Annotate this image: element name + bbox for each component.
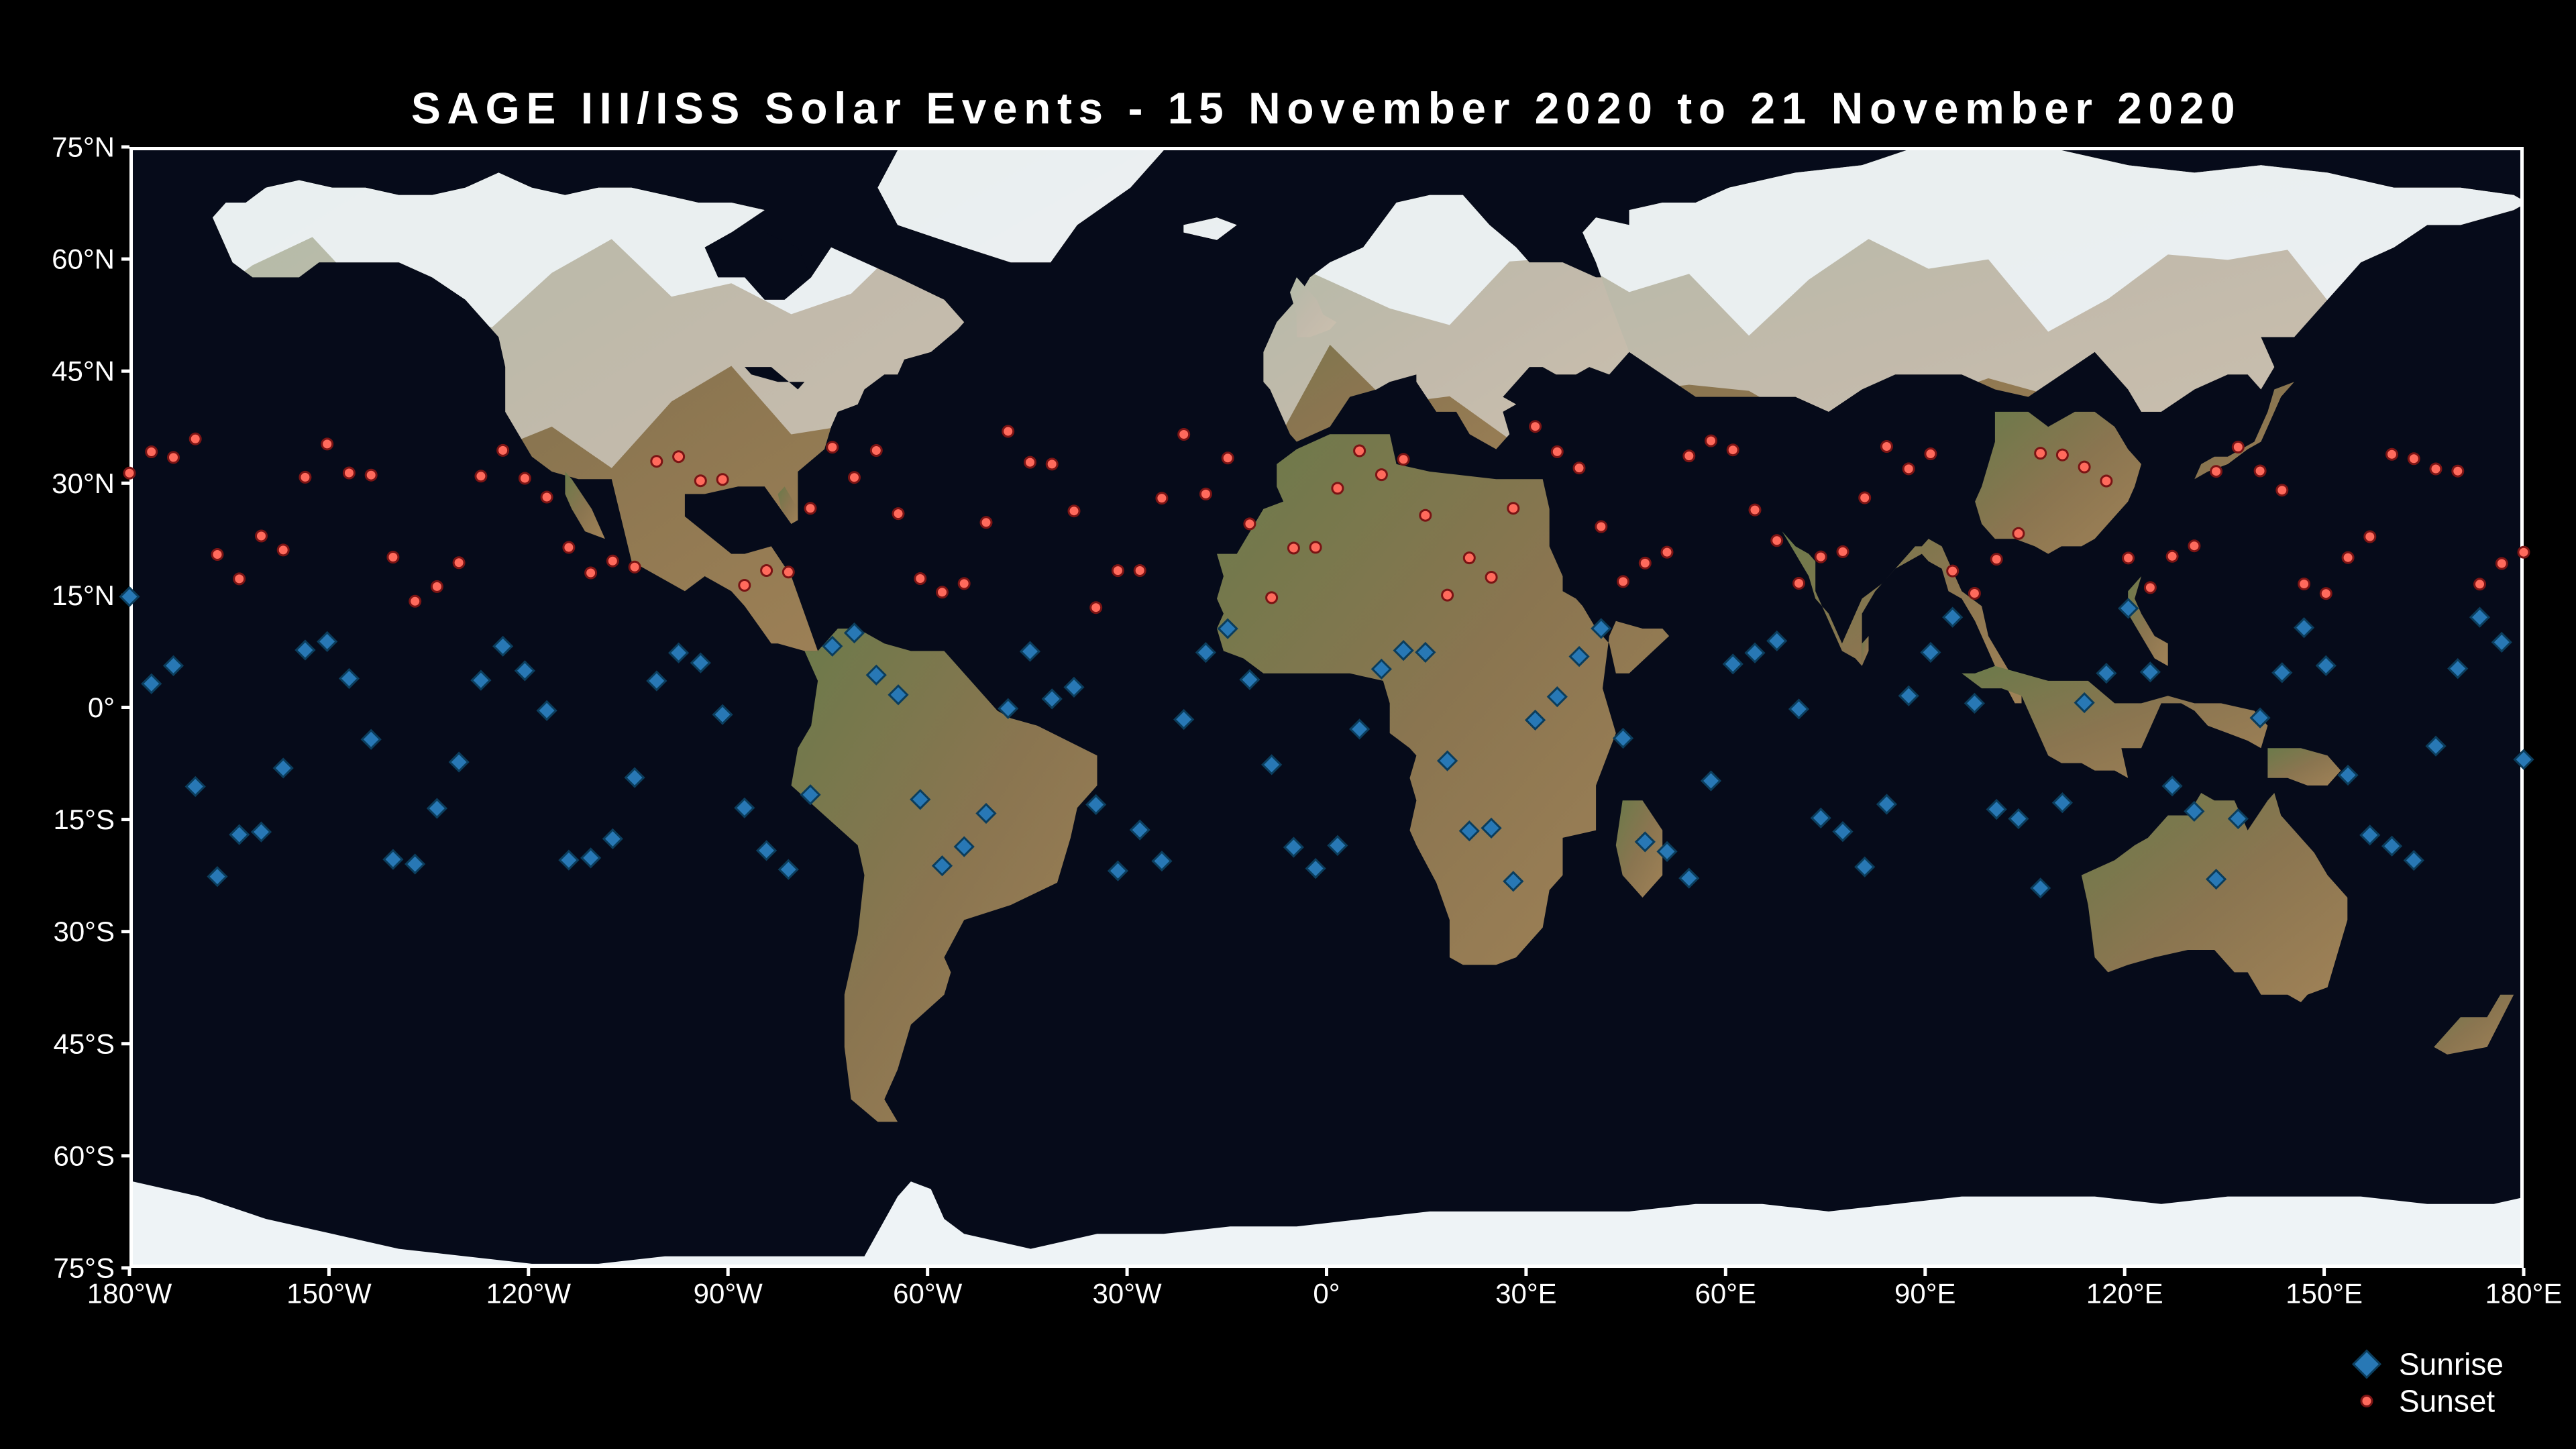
svg-text:90°W: 90°W — [694, 1277, 763, 1309]
svg-text:75°N: 75°N — [52, 131, 115, 163]
svg-text:60°W: 60°W — [893, 1277, 963, 1309]
svg-text:Sunset: Sunset — [2399, 1384, 2495, 1419]
svg-text:Sunrise: Sunrise — [2399, 1347, 2504, 1382]
svg-text:SAGE III/ISS Solar Events - 15: SAGE III/ISS Solar Events - 15 November … — [411, 83, 2241, 133]
svg-text:60°N: 60°N — [52, 244, 115, 275]
svg-text:120°W: 120°W — [486, 1277, 572, 1309]
svg-text:30°S: 30°S — [53, 916, 115, 947]
svg-text:75°S: 75°S — [53, 1252, 115, 1284]
svg-text:45°N: 45°N — [52, 356, 115, 387]
svg-text:150°W: 150°W — [286, 1277, 372, 1309]
svg-text:30°W: 30°W — [1093, 1277, 1163, 1309]
svg-text:0°: 0° — [1313, 1277, 1340, 1309]
svg-text:180°E: 180°E — [2485, 1277, 2563, 1309]
svg-text:60°S: 60°S — [53, 1140, 115, 1171]
svg-text:120°E: 120°E — [2086, 1277, 2163, 1309]
svg-text:0°: 0° — [88, 692, 115, 723]
svg-text:150°E: 150°E — [2286, 1277, 2363, 1309]
svg-text:60°E: 60°E — [1695, 1277, 1757, 1309]
svg-text:90°E: 90°E — [1894, 1277, 1956, 1309]
svg-text:15°N: 15°N — [52, 580, 115, 611]
svg-text:30°N: 30°N — [52, 468, 115, 499]
svg-text:15°S: 15°S — [53, 804, 115, 835]
svg-text:30°E: 30°E — [1495, 1277, 1557, 1309]
svg-text:45°S: 45°S — [53, 1028, 115, 1059]
svg-text:180°W: 180°W — [87, 1277, 172, 1309]
